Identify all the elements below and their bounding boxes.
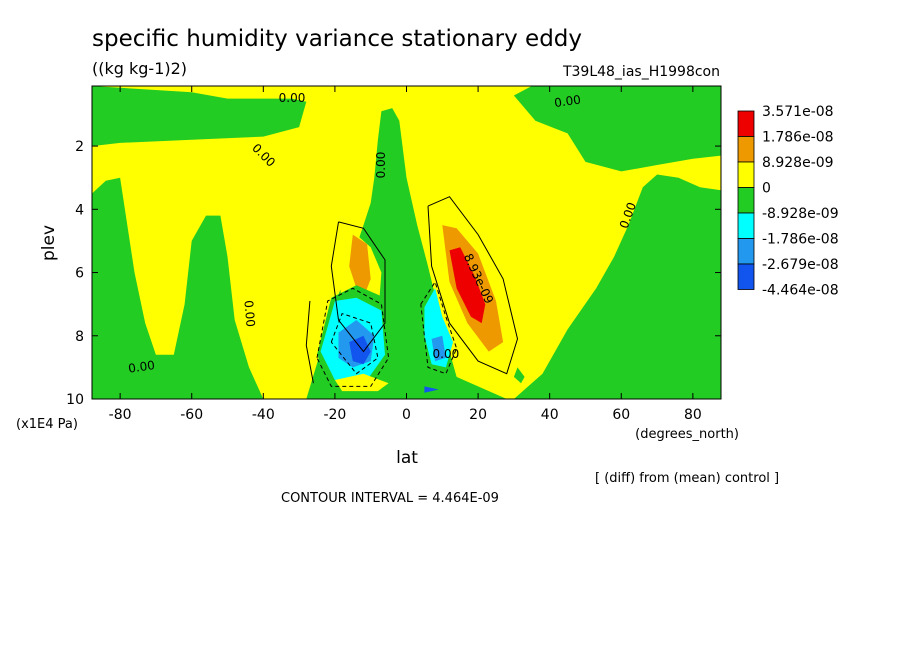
contour-region-green xyxy=(92,86,307,147)
y-tick-label: 4 xyxy=(75,202,84,218)
contour-line-positive xyxy=(427,196,519,375)
legend-label: -8.928e-09 xyxy=(762,206,839,222)
contour-line-negative xyxy=(316,287,390,387)
x-axis-ticks: -80 -60 -40 -20 0 20 40 60 80 xyxy=(109,86,702,423)
y-tick-label: 2 xyxy=(75,139,84,155)
y-tick-label: 10 xyxy=(66,392,84,408)
y-axis-ticks: 2 4 6 8 10 xyxy=(66,139,721,408)
contour-region-blue xyxy=(349,335,371,365)
x-tick-label: -60 xyxy=(180,407,203,423)
legend-label: -1.786e-08 xyxy=(762,232,839,248)
legend-swatch-blue xyxy=(737,263,755,290)
legend-swatch-red xyxy=(737,110,755,137)
contour-region-green xyxy=(92,177,264,399)
contour-fill-regions xyxy=(92,86,721,399)
footer-note: [ (diff) from (mean) control ] xyxy=(595,471,779,486)
contour-region-green xyxy=(198,373,214,380)
legend-label: 8.928e-09 xyxy=(762,155,834,171)
contour-region-yellow xyxy=(334,373,389,392)
plot-title: specific humidity variance stationary ed… xyxy=(92,26,582,52)
y-axis-label: plev xyxy=(39,225,59,261)
legend-swatch-cyan xyxy=(737,212,755,239)
legend-label: 0 xyxy=(762,181,771,197)
legend-label: 3.571e-08 xyxy=(762,104,834,120)
x-axis-label: lat xyxy=(396,448,418,468)
contour-line-positive xyxy=(330,221,386,353)
contour-region-blue xyxy=(424,386,439,393)
contour-region-green xyxy=(513,367,525,384)
contour-region-red xyxy=(449,247,486,324)
legend-label: 1.786e-08 xyxy=(762,130,834,146)
contour-label: 0.00 xyxy=(553,93,581,111)
units-label: ((kg kg-1)2) xyxy=(92,59,187,78)
contour-label: 0.00 xyxy=(127,358,155,376)
contour-line-positive xyxy=(305,300,314,384)
contour-interval: CONTOUR INTERVAL = 4.464E-09 xyxy=(281,491,499,506)
x-tick-label: 20 xyxy=(469,407,487,423)
legend-label: -4.464e-08 xyxy=(762,283,839,299)
contour-label: 0.00 xyxy=(279,91,306,105)
contour-region-orange xyxy=(349,234,371,298)
color-legend: 3.571e-08 1.786e-08 8.928e-09 0 -8.928e-09 -1… xyxy=(737,104,839,299)
experiment-label: T39L48_ias_H1998con xyxy=(562,64,720,80)
contour-line-negative xyxy=(420,280,458,375)
x-tick-label: 0 xyxy=(402,407,411,423)
legend-swatch-yellow xyxy=(737,161,755,188)
legend-swatch-green xyxy=(737,187,755,214)
x-tick-label: -80 xyxy=(109,407,132,423)
y-tick-label: 8 xyxy=(75,329,84,345)
contour-line-negative xyxy=(330,312,379,375)
contour-region-green xyxy=(513,86,721,172)
x-tick-label: 60 xyxy=(612,407,630,423)
y-tick-label: 6 xyxy=(75,266,84,282)
y-axis-unit: (x1E4 Pa) xyxy=(16,417,78,432)
contour-label: 0.00 xyxy=(374,152,388,179)
contour-label: 0.00 xyxy=(433,347,460,361)
contour-label: 0.00 xyxy=(241,300,257,328)
x-tick-label: -20 xyxy=(323,407,346,423)
x-tick-label: -40 xyxy=(252,407,275,423)
legend-swatch-lightblue xyxy=(737,238,755,265)
legend-swatch-orange xyxy=(737,136,755,163)
x-axis-unit: (degrees_north) xyxy=(635,427,739,442)
contour-region-cyan xyxy=(424,288,453,368)
contour-lines xyxy=(305,196,519,387)
x-tick-label: 80 xyxy=(684,407,702,423)
legend-label: -2.679e-08 xyxy=(762,257,839,273)
contour-region-lightblue xyxy=(431,335,446,362)
contour-region-green xyxy=(513,174,721,399)
x-tick-label: 40 xyxy=(541,407,559,423)
plot-area: 0.000.000.000.000.000.000.000.008.93e-09 xyxy=(91,85,722,400)
